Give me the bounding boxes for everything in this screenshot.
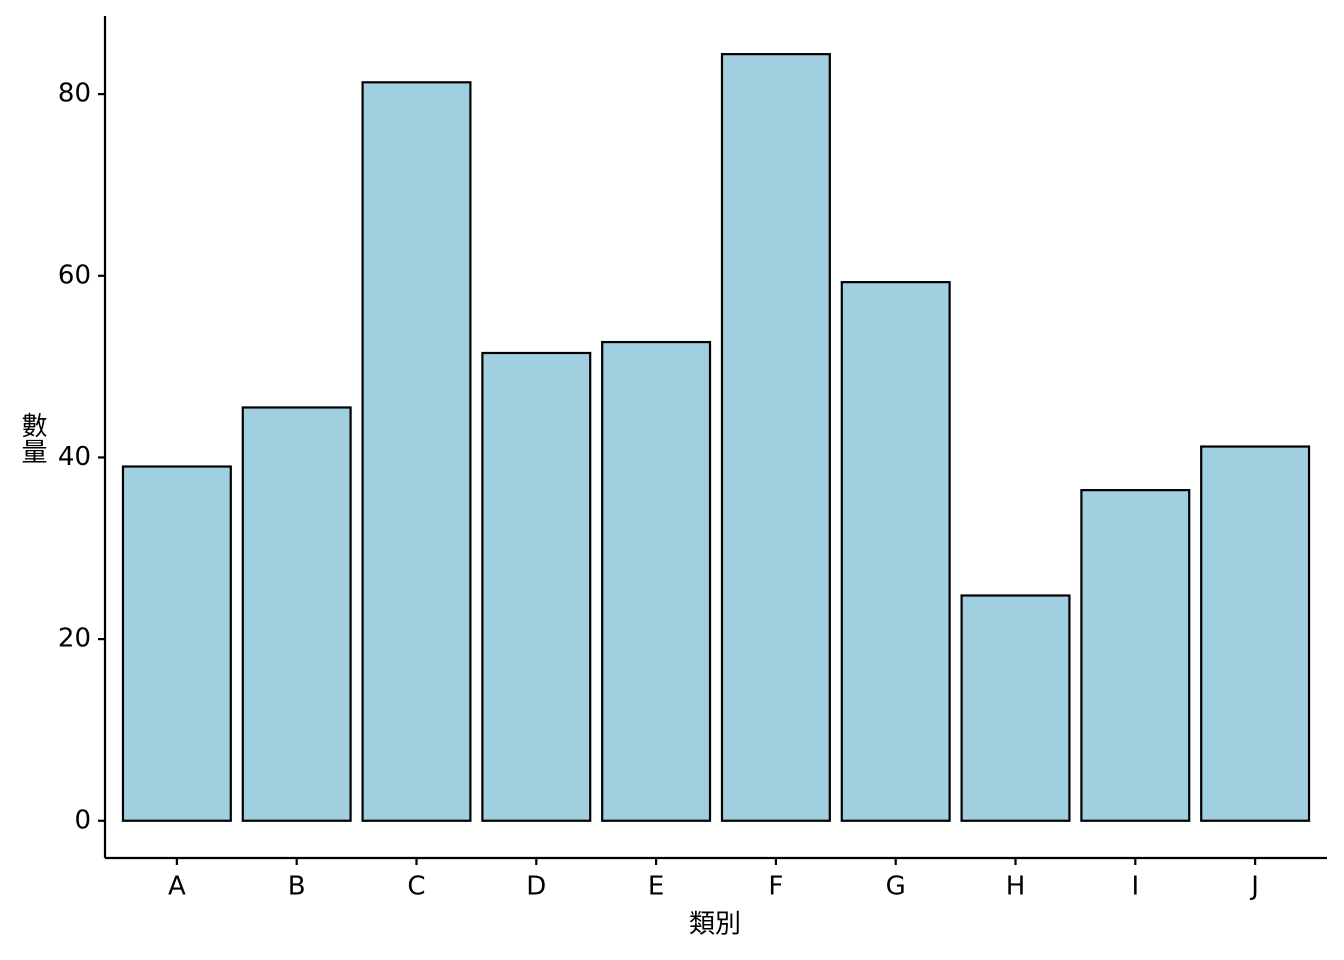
x-tick-label: I [1131,872,1139,902]
x-tick-label: F [768,872,783,902]
x-tick-label: A [168,872,186,902]
bar [121,465,232,822]
y-tick-label: 0 [74,805,91,835]
bar [361,81,472,822]
y-tick-label: 60 [58,260,91,290]
bar [720,53,831,822]
y-tick-label: 40 [58,442,91,472]
x-tick-label: B [288,872,306,902]
x-tick-label: J [1249,872,1259,902]
bar [481,351,592,822]
bar [241,406,352,822]
x-tick-label: C [407,872,425,902]
x-tick-label: E [648,872,664,902]
x-tick-label: H [1006,872,1026,902]
bar [1200,445,1311,822]
y-tick-label: 80 [58,79,91,109]
x-tick-label: D [526,872,546,902]
x-tick-label: G [886,872,906,902]
x-axis-label: 類別 [689,910,741,940]
bar [601,340,712,822]
bar [840,281,951,822]
bar [1080,489,1191,822]
bar [960,594,1071,822]
y-axis-label: 數量 [17,412,47,464]
y-tick-label: 20 [58,624,91,654]
